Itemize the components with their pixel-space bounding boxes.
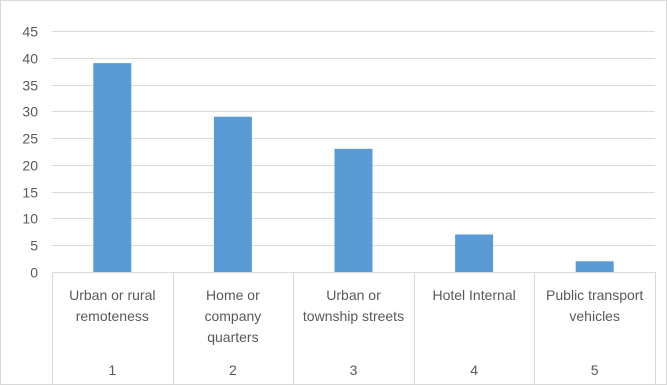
y-tick-label: 25 — [22, 131, 38, 147]
category-label: company — [204, 308, 261, 324]
y-axis-tick-labels: 0 5 10 15 20 25 30 35 40 45 — [22, 24, 38, 281]
category-table — [52, 272, 656, 385]
y-tick-label: 0 — [30, 265, 38, 281]
y-tick-label: 45 — [22, 24, 38, 40]
y-tick-label: 35 — [22, 78, 38, 94]
bar — [213, 116, 252, 272]
y-tick-label: 30 — [22, 104, 38, 120]
y-tick-label: 40 — [22, 51, 38, 67]
category-index-label: 5 — [591, 362, 599, 378]
category-label: Home or — [206, 287, 260, 303]
y-tick-label: 5 — [30, 238, 38, 254]
bars — [93, 63, 614, 273]
y-tick-label: 15 — [22, 185, 38, 201]
category-label: quarters — [207, 329, 258, 345]
category-label: remoteness — [76, 308, 149, 324]
bar — [575, 261, 614, 272]
category-index-label: 3 — [350, 362, 358, 378]
category-label: township streets — [303, 308, 404, 324]
gridlines — [52, 31, 655, 273]
category-label: Urban or — [326, 287, 381, 303]
category-index-label: 4 — [470, 362, 478, 378]
y-tick-label: 20 — [22, 158, 38, 174]
category-label: Public transport — [546, 287, 643, 303]
bar — [93, 63, 132, 273]
category-label: Hotel Internal — [432, 287, 515, 303]
category-label: Urban or rural — [69, 287, 155, 303]
category-label: vehicles — [569, 308, 620, 324]
bar — [334, 148, 373, 272]
category-index-label: 2 — [229, 362, 237, 378]
bar — [455, 234, 494, 272]
category-labels: Urban or rural remoteness 1 Home or company q… — [69, 287, 643, 378]
category-index-label: 1 — [108, 362, 116, 378]
y-tick-label: 10 — [22, 211, 38, 227]
